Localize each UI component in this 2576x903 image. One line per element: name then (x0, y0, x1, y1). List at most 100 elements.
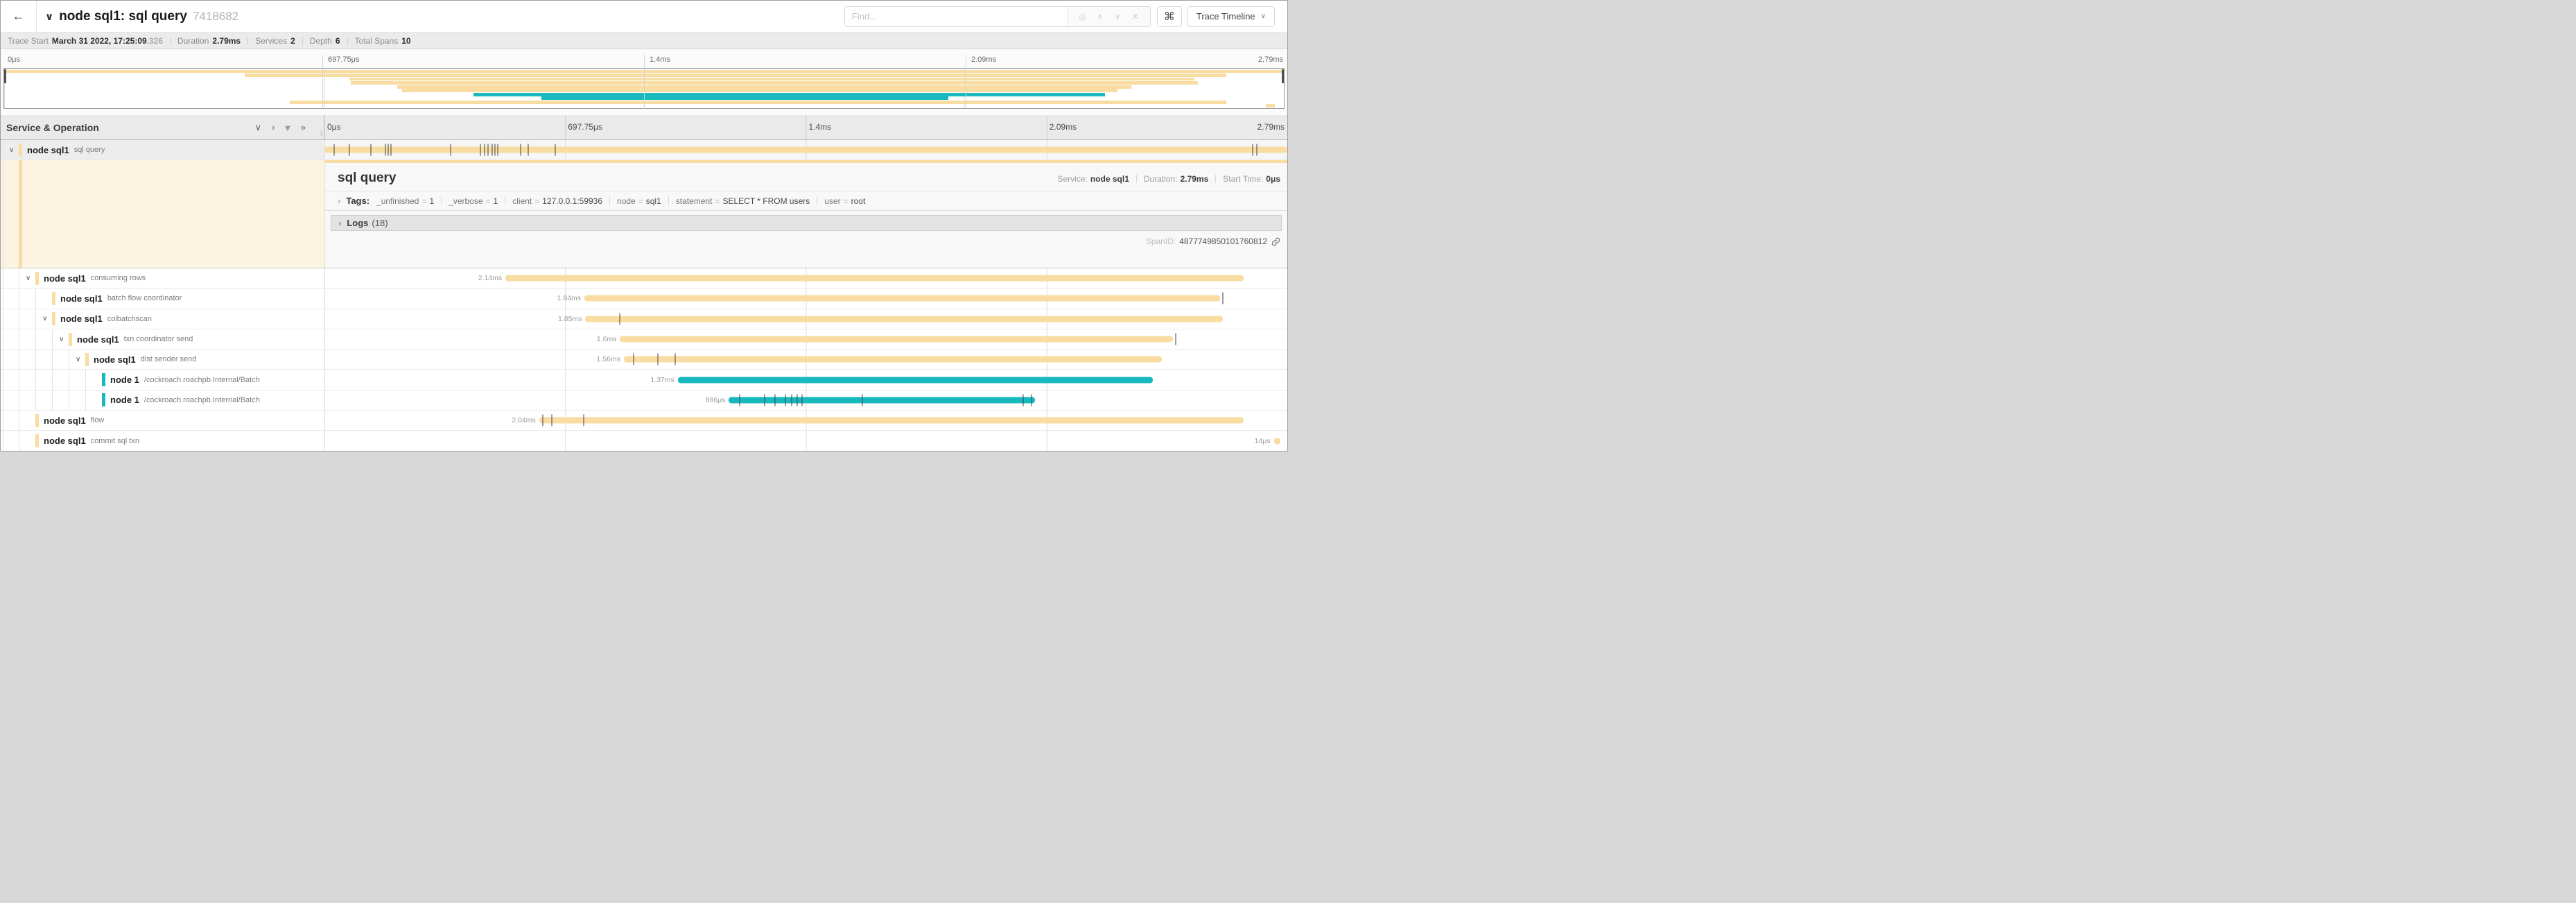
log-marker[interactable] (785, 394, 786, 406)
row-collapse-icon[interactable]: ∨ (9, 146, 15, 154)
span-row[interactable]: ∨ node sql1 consuming rows 2.14ms (1, 268, 1287, 289)
span-timeline-cell[interactable]: 1.85ms (324, 309, 1287, 329)
tags-accordion[interactable]: › Tags: _unfinished = 1 _verbose = 1 client = 12… (325, 191, 1287, 211)
log-marker[interactable] (633, 353, 634, 366)
span-row[interactable]: node 1/cockroach.roachpb.Internal/Batch 1… (1, 370, 1287, 390)
log-marker[interactable] (487, 144, 489, 156)
span-timeline-cell[interactable]: 14μs (324, 431, 1287, 451)
span-bar[interactable] (1273, 438, 1281, 445)
log-marker[interactable] (480, 144, 481, 156)
clear-find-icon[interactable]: ✕ (1131, 11, 1139, 22)
log-marker[interactable] (739, 394, 740, 406)
row-collapse-icon[interactable]: ∨ (59, 335, 64, 343)
span-row[interactable]: node 1/cockroach.roachpb.Internal/Batch 8… (1, 390, 1287, 411)
span-name-cell[interactable]: ∨ node sql1 txn coordinator send (1, 329, 324, 350)
span-name-cell[interactable]: ∨ node sql1 colbatchscan (1, 309, 324, 329)
log-marker[interactable] (1022, 394, 1024, 406)
log-marker[interactable] (801, 394, 803, 406)
viewport-left-handle[interactable] (4, 69, 6, 83)
log-marker[interactable] (1175, 333, 1176, 345)
log-marker[interactable] (657, 353, 659, 366)
log-marker[interactable] (450, 144, 451, 156)
log-marker[interactable] (491, 144, 493, 156)
log-marker[interactable] (494, 144, 496, 156)
summary-separator (302, 36, 303, 45)
log-marker[interactable] (484, 144, 485, 156)
row-collapse-icon[interactable]: ∨ (26, 274, 31, 282)
span-name-cell[interactable]: node sql1 flow (1, 411, 324, 431)
span-timeline-cell[interactable]: 1.84ms (324, 289, 1287, 309)
view-selector-button[interactable]: Trace Timeline ∨ (1187, 6, 1275, 27)
span-name-cell[interactable]: node sql1 batch flow coordinator (1, 289, 324, 309)
service-name: node sql1 (77, 334, 119, 345)
expand-one-icon[interactable]: › (272, 122, 275, 132)
span-bar[interactable] (620, 336, 1173, 343)
expand-all-icon[interactable]: » (300, 122, 306, 132)
span-bar[interactable] (539, 417, 1244, 424)
span-row[interactable]: node sql1 batch flow coordinator 1.84ms (1, 289, 1287, 309)
span-timeline-cell[interactable]: 1.56ms (324, 350, 1287, 370)
log-marker[interactable] (1222, 292, 1224, 304)
span-timeline-cell[interactable]: 2.14ms (324, 268, 1287, 289)
span-detail-row: sql query Service: node sql1 Duration: 2.79… (1, 160, 1287, 268)
log-marker[interactable] (555, 144, 556, 156)
find-input[interactable] (844, 6, 1067, 26)
row-collapse-icon[interactable]: ∨ (76, 355, 81, 363)
log-marker[interactable] (583, 414, 584, 427)
row-collapse-icon[interactable]: ∨ (42, 315, 48, 323)
span-bar[interactable] (623, 356, 1163, 363)
span-row[interactable]: ∨ node sql1 dist sender send 1.56ms (1, 350, 1287, 370)
tag-key: node (617, 196, 636, 206)
log-marker[interactable] (1252, 144, 1253, 156)
column-resizer-grip[interactable]: ‖ (320, 130, 323, 138)
span-timeline-cell[interactable]: 1.6ms (324, 329, 1287, 350)
span-name-cell[interactable]: node 1/cockroach.roachpb.Internal/Batch (1, 370, 324, 390)
span-row[interactable]: ∨ node sql1 txn coordinator send 1.6ms (1, 329, 1287, 350)
span-bar[interactable] (584, 295, 1220, 302)
span-bar[interactable] (324, 146, 1287, 153)
span-name-cell[interactable]: node 1/cockroach.roachpb.Internal/Batch (1, 390, 324, 411)
span-timeline-cell[interactable]: 1.37ms (324, 370, 1287, 390)
span-timeline-cell[interactable] (324, 140, 1287, 160)
log-marker[interactable] (551, 414, 552, 427)
span-bar[interactable] (729, 397, 1036, 404)
span-duration-label: 2.04ms (512, 416, 536, 425)
deep-link-icon[interactable] (1271, 237, 1280, 246)
span-name-cell[interactable]: node sql1 commit sql txn (1, 431, 324, 451)
log-marker[interactable] (390, 144, 392, 156)
next-match-icon[interactable]: ∨ (1114, 11, 1121, 22)
log-marker[interactable] (862, 394, 863, 406)
viewport-right-handle[interactable] (1282, 69, 1284, 83)
span-row[interactable]: ∨ node sql1 colbatchscan 1.85ms (1, 309, 1287, 329)
span-row[interactable]: node sql1 flow 2.04ms (1, 411, 1287, 431)
locate-icon[interactable]: ◎ (1079, 11, 1086, 22)
log-marker[interactable] (1256, 144, 1257, 156)
log-marker[interactable] (528, 144, 529, 156)
span-name-cell[interactable]: ∨ node sql1 consuming rows (1, 268, 324, 289)
log-marker[interactable] (370, 144, 372, 156)
span-name-cell[interactable]: ∨ node sql1 sql query (1, 140, 324, 160)
logs-accordion[interactable]: › Logs (18) (331, 215, 1282, 231)
trace-collapse-icon[interactable]: ∨ (45, 10, 54, 23)
span-timeline-cell[interactable]: 886μs (324, 390, 1287, 411)
log-marker[interactable] (791, 394, 792, 406)
span-bar[interactable] (677, 377, 1153, 384)
log-marker[interactable] (349, 144, 350, 156)
indent-guide (35, 390, 36, 411)
span-bar[interactable] (585, 316, 1223, 322)
span-row[interactable]: node sql1 commit sql txn 14μs (1, 431, 1287, 451)
span-timeline-cell[interactable]: 2.04ms (324, 411, 1287, 431)
prev-match-icon[interactable]: ∧ (1097, 11, 1104, 22)
span-name-cell[interactable]: ∨ node sql1 dist sender send (1, 350, 324, 370)
log-marker[interactable] (333, 144, 335, 156)
collapse-all-icon[interactable]: ⩔ (285, 122, 290, 132)
span-row[interactable]: ∨ node sql1 sql query (1, 140, 1287, 160)
collapse-one-icon[interactable]: ∨ (254, 122, 262, 132)
page-title: node sql1: sql query (59, 8, 187, 24)
log-marker[interactable] (1031, 394, 1032, 406)
log-marker[interactable] (774, 394, 776, 406)
log-marker[interactable] (764, 394, 765, 406)
span-bar[interactable] (505, 275, 1244, 282)
back-button[interactable]: ← (1, 1, 37, 32)
keyboard-shortcuts-button[interactable]: ⌘ (1156, 6, 1182, 27)
